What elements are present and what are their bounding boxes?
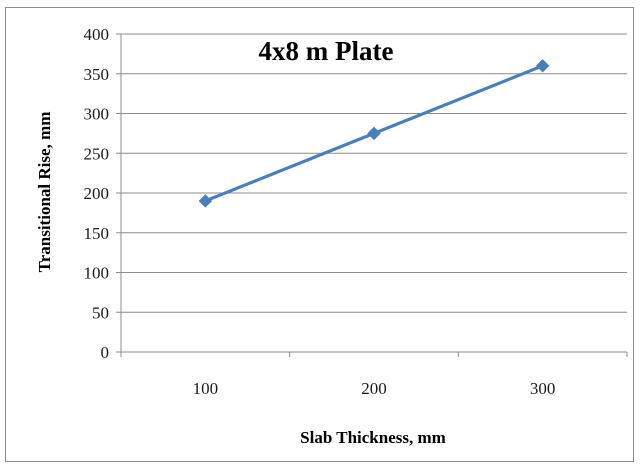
x-axis-title: Slab Thickness, mm xyxy=(300,428,446,447)
y-tick-label: 300 xyxy=(84,105,110,124)
data-point-marker xyxy=(367,126,381,141)
x-tick-label: 100 xyxy=(193,379,219,398)
x-tick-labels: 100 200 300 xyxy=(193,379,556,398)
y-tick-label: 400 xyxy=(84,25,110,44)
chart-frame xyxy=(5,7,634,462)
y-tick-label: 200 xyxy=(84,184,110,203)
y-axis-title: Transitional Rise, mm xyxy=(35,112,54,273)
y-tick-label: 100 xyxy=(84,264,110,283)
y-tick-label: 0 xyxy=(101,343,110,362)
x-tick-label: 300 xyxy=(530,379,556,398)
y-tick-label: 150 xyxy=(84,224,110,243)
x-tick-label: 200 xyxy=(361,379,387,398)
series-layer xyxy=(198,59,550,208)
axes xyxy=(116,33,628,357)
data-point-marker xyxy=(535,59,550,73)
y-tick-label: 350 xyxy=(84,65,110,84)
y-tick-label: 250 xyxy=(84,144,110,163)
gridlines xyxy=(121,33,627,313)
data-point-marker xyxy=(198,194,213,208)
chart-title: 4x8 m Plate xyxy=(259,36,394,66)
y-tick-labels: 0 50 100 150 200 250 300 350 400 xyxy=(84,25,110,362)
y-tick-label: 50 xyxy=(92,303,109,322)
